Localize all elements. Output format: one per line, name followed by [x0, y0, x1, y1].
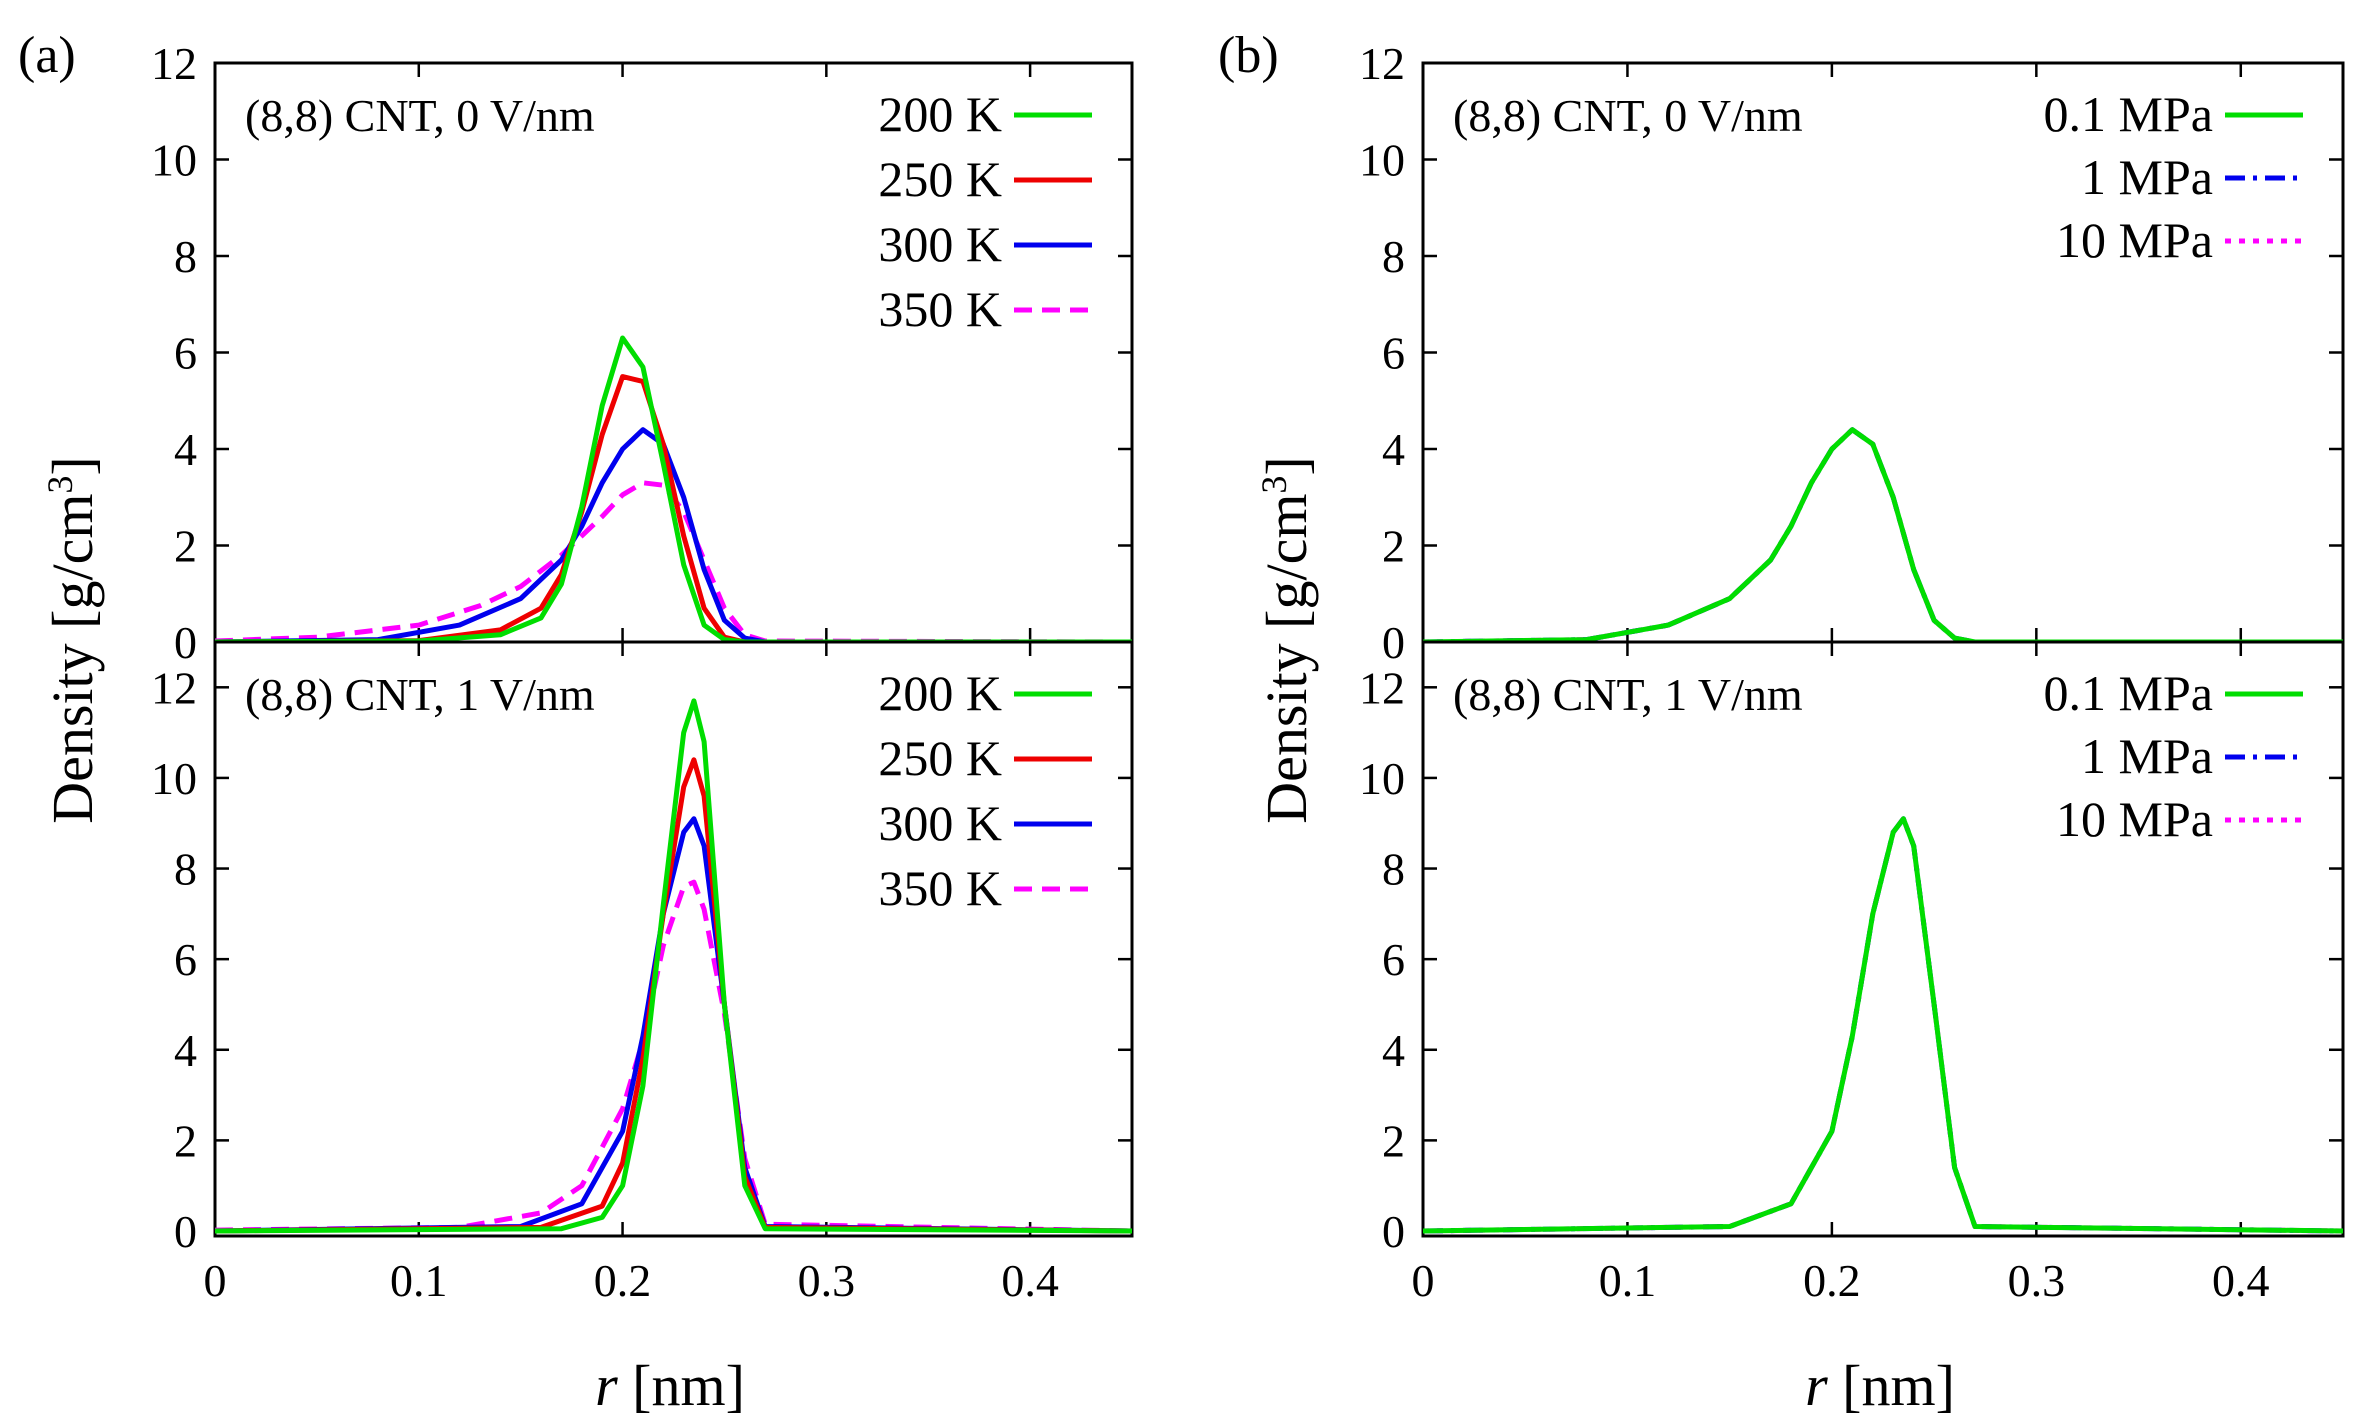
legend-label: 350 K: [878, 281, 1002, 337]
xlabel-a-var: r: [595, 1353, 618, 1418]
series-line-1-MPa: [1423, 427, 2343, 642]
y-tick-label: 6: [174, 934, 197, 985]
legend-label: 300 K: [878, 216, 1002, 272]
legend-label: 200 K: [878, 86, 1002, 142]
panel-label: (a): [18, 27, 76, 84]
panel-label: (b): [1218, 27, 1279, 84]
x-tick-label: 0.1: [390, 1255, 448, 1306]
series-group: [1423, 427, 2343, 642]
legend-label: 200 K: [878, 665, 1002, 721]
x-tick-label: 0.4: [2212, 1255, 2270, 1306]
y-tick-label: 0: [174, 1206, 197, 1257]
y-tick-label: 10: [151, 753, 197, 804]
y-tick-label: 12: [1359, 38, 1405, 89]
y-tick-label: 6: [1382, 328, 1405, 379]
legend-label: 1 MPa: [2081, 149, 2213, 205]
x-tick-label: 0.2: [594, 1255, 652, 1306]
plot-frame: [213, 640, 1134, 1238]
y-tick-label: 8: [1382, 231, 1405, 282]
series-line-0.1-MPa: [1423, 816, 2343, 1234]
legend-label: 0.1 MPa: [2044, 665, 2213, 721]
legend-label: 1 MPa: [2081, 728, 2213, 784]
legend-label: 250 K: [878, 730, 1002, 786]
xlabel-a: r [nm]: [595, 1353, 745, 1418]
panel-b-top: (b) 0 2 4 6 8 10 12 (8,8) CNT, 0 V/nm 0.1 MPa 1 MP…: [1218, 27, 2345, 668]
x-tick-label: 0.4: [1001, 1255, 1059, 1306]
legend-label: 350 K: [878, 860, 1002, 916]
series-line-350-K: [215, 879, 1132, 1234]
panel-annotation: (8,8) CNT, 0 V/nm: [245, 90, 595, 141]
xlabel-b-unit: [nm]: [1828, 1353, 1955, 1418]
series-line-350-K: [215, 480, 1132, 642]
series-line-0.1-MPa: [1423, 427, 2343, 642]
y-tick-label: 2: [174, 521, 197, 572]
panel-annotation: (8,8) CNT, 1 V/nm: [245, 669, 595, 720]
series-line-200-K: [215, 335, 1132, 642]
ylabel-b-main: Density [g/cm: [1254, 494, 1319, 824]
series-line-300-K: [215, 427, 1132, 642]
ylabel-a-close: ]: [40, 456, 105, 475]
y-tick-label: 6: [1382, 934, 1405, 985]
y-tick-label: 10: [1359, 135, 1405, 186]
plot-frame: [213, 61, 1134, 644]
x-tick-label: 0: [1412, 1255, 1435, 1306]
y-tick-label: 4: [174, 424, 197, 475]
y-tick-label: 8: [174, 844, 197, 895]
y-tick-label: 12: [151, 38, 197, 89]
y-tick-label: 0: [1382, 617, 1405, 668]
panel-a-top: (a) 0 2 4 6 8 10 12 (8,8) CNT, 0 V/nm 200 K 250 K 3…: [18, 27, 1134, 668]
series-line-250-K: [215, 374, 1132, 642]
series-line-200-K: [215, 698, 1132, 1234]
x-tick-label: 0.2: [1803, 1255, 1861, 1306]
y-tick-label: 2: [1382, 521, 1405, 572]
y-tick-label: 4: [1382, 424, 1405, 475]
legend-label: 250 K: [878, 151, 1002, 207]
ylabel-a-sup: 3: [40, 476, 80, 494]
x-tick-label: 0.3: [2008, 1255, 2066, 1306]
y-tick-label: 10: [1359, 753, 1405, 804]
panel-b-bottom: 0 2 4 6 8 10 12 0 0.1 0.2 0.3 0.4 (8,8) CNT, 1 V/nm 0…: [1359, 640, 2345, 1306]
y-tick-label: 12: [151, 662, 197, 713]
ylabel-a-main: Density [g/cm: [40, 494, 105, 824]
legend-label: 0.1 MPa: [2044, 86, 2213, 142]
series-line-10-MPa: [1423, 427, 2343, 642]
panel-a-bottom: 0 2 4 6 8 10 12 0 0.1 0.2 0.3 0.4 (8,8) CNT, 1 V/nm 2…: [151, 640, 1134, 1306]
panel-annotation: (8,8) CNT, 0 V/nm: [1453, 90, 1803, 141]
y-tick-label: 8: [1382, 844, 1405, 895]
series-group: [215, 698, 1132, 1234]
y-tick-label: 6: [174, 328, 197, 379]
plot-frame: [1421, 640, 2345, 1238]
x-tick-label: 0.3: [798, 1255, 856, 1306]
ylabel-b: Density [g/cm3]: [1254, 456, 1319, 824]
xlabel-b: r [nm]: [1805, 1353, 1955, 1418]
y-tick-label: 4: [174, 1025, 197, 1076]
y-tick-label: 2: [1382, 1115, 1405, 1166]
y-tick-label: 10: [151, 135, 197, 186]
ylabel-b-close: ]: [1254, 456, 1319, 475]
ylabel-b-sup: 3: [1254, 476, 1294, 494]
xlabel-b-var: r: [1805, 1353, 1828, 1418]
x-tick-label: 0: [204, 1255, 227, 1306]
y-tick-label: 8: [174, 231, 197, 282]
xlabel-a-unit: [nm]: [618, 1353, 745, 1418]
panel-annotation: (8,8) CNT, 1 V/nm: [1453, 669, 1803, 720]
x-tick-label: 0.1: [1599, 1255, 1657, 1306]
legend-label: 10 MPa: [2056, 212, 2213, 268]
y-tick-label: 4: [1382, 1025, 1405, 1076]
y-tick-label: 12: [1359, 662, 1405, 713]
legend-label: 300 K: [878, 795, 1002, 851]
ylabel-a: Density [g/cm3]: [40, 456, 105, 824]
series-group: [1423, 816, 2343, 1234]
series-group: [215, 335, 1132, 642]
legend-label: 10 MPa: [2056, 791, 2213, 847]
y-tick-label: 0: [174, 617, 197, 668]
y-tick-label: 2: [174, 1115, 197, 1166]
y-tick-label: 0: [1382, 1206, 1405, 1257]
